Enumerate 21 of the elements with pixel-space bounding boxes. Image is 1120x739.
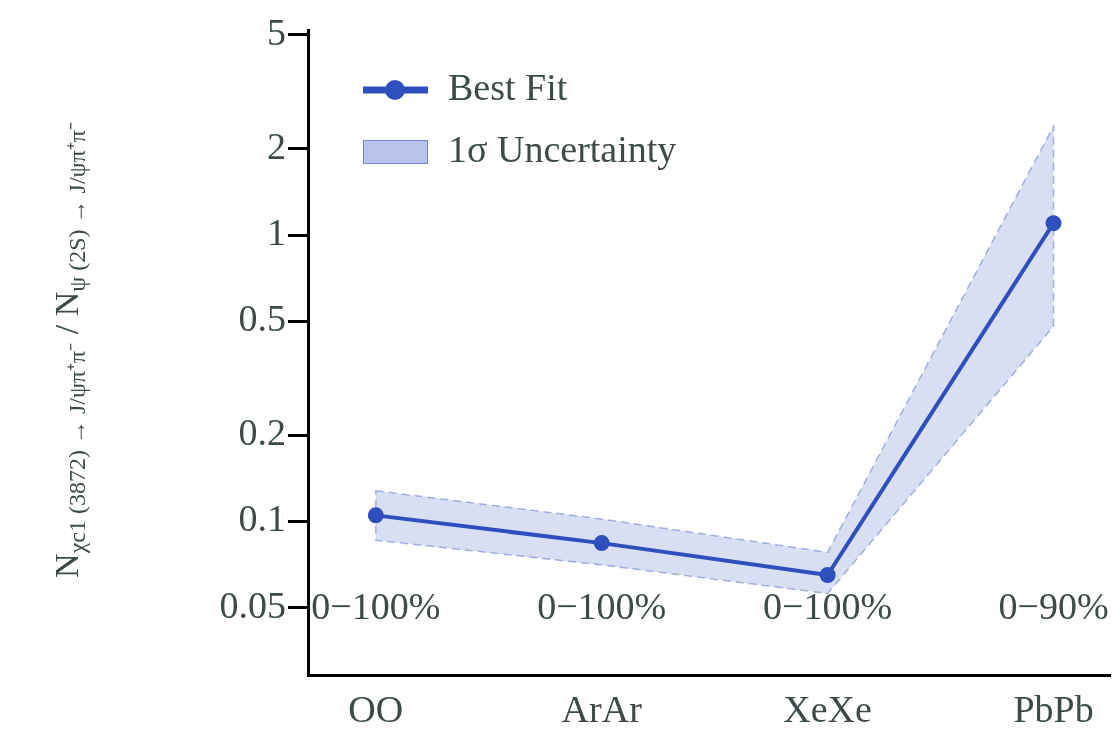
- annotation: 0−100%: [311, 585, 441, 628]
- point: [819, 567, 836, 584]
- annotation: 0−100%: [763, 585, 893, 628]
- annotation: 0−90%: [998, 585, 1109, 628]
- y-tick-label: 0.1: [238, 497, 286, 540]
- x-tick-label: XeXe: [783, 688, 872, 731]
- y-tick-label: 5: [267, 10, 286, 53]
- x-tick-label: OO: [348, 688, 404, 731]
- annotation: 0−100%: [537, 585, 667, 628]
- point: [1045, 215, 1062, 232]
- x-tick-label: PbPb: [1013, 688, 1094, 731]
- y-tick-label: 0.5: [238, 297, 286, 340]
- point: [593, 535, 610, 552]
- point: [367, 507, 384, 524]
- y-tick-label: 0.2: [238, 411, 286, 454]
- annotation: 1σ Uncertainty: [448, 127, 677, 170]
- legend-label: Best Fit: [448, 65, 568, 108]
- y-tick-label: 0.05: [219, 583, 286, 626]
- y-tick-label: 1: [267, 211, 286, 254]
- x-tick-label: ArAr: [561, 688, 643, 731]
- y-tick-label: 2: [267, 124, 286, 167]
